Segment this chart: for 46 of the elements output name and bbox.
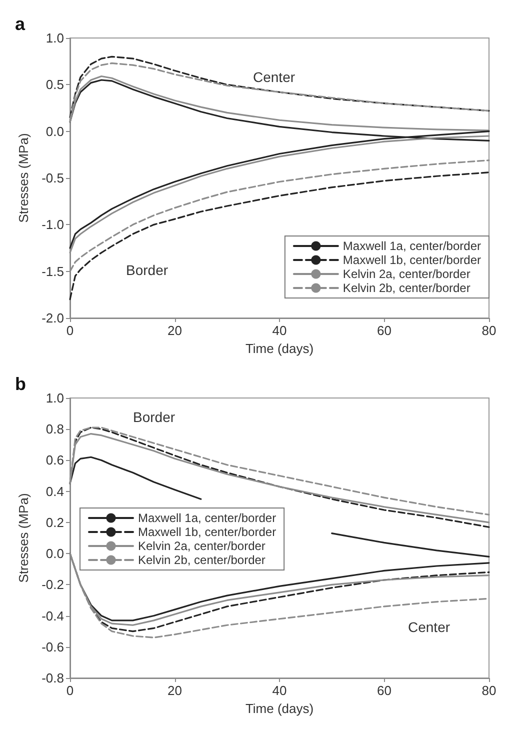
y-tick-label: 0.2 <box>46 514 64 530</box>
x-tick-label: 60 <box>377 683 392 698</box>
legend-label: Maxwell 1b, center/border <box>138 525 276 539</box>
y-tick-label: -1.0 <box>42 217 64 232</box>
x-tick-label: 60 <box>377 323 392 338</box>
legend-label: Maxwell 1a, center/border <box>342 239 482 253</box>
y-tick-label: -0.6 <box>42 639 64 654</box>
chart-title: b <box>15 374 26 394</box>
x-tick-label: 40 <box>272 683 287 698</box>
x-tick-label: 0 <box>66 683 74 698</box>
legend-label: Kelvin 2a, center/border <box>342 267 470 281</box>
y-tick-label: -0.2 <box>42 577 64 592</box>
y-tick-label: 0.5 <box>46 77 64 92</box>
annotation: Center <box>253 69 296 85</box>
annotation: Center <box>408 619 450 635</box>
y-tick-label: 0.0 <box>46 546 64 562</box>
x-tick-label: 80 <box>482 323 496 338</box>
y-tick-label: 0.6 <box>46 452 64 468</box>
y-tick-label: -1.5 <box>42 264 64 279</box>
x-axis-title: Time (days) <box>245 700 314 716</box>
annotation: Border <box>126 262 168 278</box>
y-tick-label: -0.5 <box>42 170 64 186</box>
y-tick-label: 1.0 <box>46 30 64 46</box>
annotation: Border <box>133 409 176 425</box>
chart-title: a <box>15 14 26 34</box>
y-tick-label: -0.8 <box>42 670 64 686</box>
legend-label: Kelvin 2b, center/border <box>342 281 470 295</box>
y-tick-label: 0.8 <box>46 422 64 437</box>
y-tick-label: -0.4 <box>42 608 64 624</box>
y-tick-label: -2.0 <box>42 310 64 326</box>
y-axis-title: Stresses (MPa) <box>16 133 31 223</box>
x-tick-label: 20 <box>168 683 182 698</box>
legend-label: Maxwell 1a, center/border <box>138 511 276 525</box>
x-tick-label: 20 <box>168 323 182 338</box>
y-tick-label: 0.4 <box>46 484 64 499</box>
legend-label: Maxwell 1b, center/border <box>342 253 482 267</box>
line-series <box>69 172 490 300</box>
y-axis-title: Stresses (MPa) <box>16 493 31 583</box>
x-tick-label: 0 <box>66 323 74 338</box>
y-tick-label: 0.0 <box>46 124 64 139</box>
x-axis-title: Time (days) <box>245 340 314 356</box>
x-tick-label: 40 <box>272 323 287 338</box>
x-tick-label: 80 <box>482 683 496 698</box>
legend-label: Kelvin 2a, center/border <box>138 539 266 553</box>
legend-label: Kelvin 2b, center/border <box>138 553 266 567</box>
y-tick-label: 1.0 <box>46 390 64 406</box>
